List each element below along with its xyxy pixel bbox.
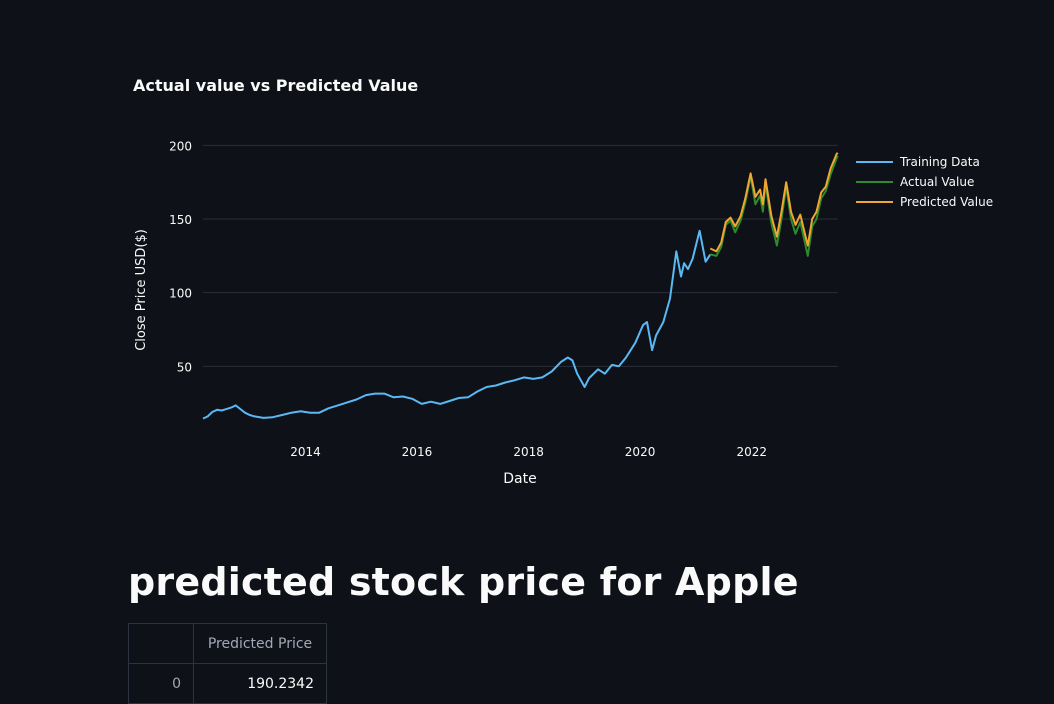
y-tick-label: 100 [169, 287, 192, 301]
y-tick-label: 150 [169, 213, 192, 227]
table-row: 0 190.2342 [128, 663, 327, 704]
column-header-predicted-price[interactable]: Predicted Price [193, 623, 327, 664]
legend-item: Predicted Value [900, 195, 993, 209]
legend-item: Actual Value [900, 175, 974, 189]
x-tick-label: 2018 [513, 445, 544, 459]
y-tick-label: 50 [177, 360, 192, 374]
x-tick-label: 2022 [736, 445, 767, 459]
chart-legend[interactable]: Training Data Actual Value Predicted Value [856, 155, 993, 209]
index-header[interactable] [128, 623, 194, 664]
chart-title: Actual value vs Predicted Value [133, 76, 419, 95]
x-tick-label: 2016 [402, 445, 433, 459]
y-axis-ticks: 50 100 150 200 [169, 139, 192, 374]
y-axis-label: Close Price USD($) [134, 229, 149, 351]
predicted-price-table[interactable]: Predicted Price 0 190.2342 [128, 623, 327, 704]
y-tick-label: 200 [169, 139, 192, 153]
predicted-price-cell[interactable]: 190.2342 [193, 663, 327, 704]
x-tick-label: 2014 [290, 445, 321, 459]
price-chart[interactable]: 50 100 150 200 2014 2016 2018 2020 2022 Date Cl… [0, 0, 1054, 530]
x-axis-ticks: 2014 2016 2018 2020 2022 [290, 445, 767, 459]
section-heading: predicted stock price for Apple [128, 560, 799, 604]
table-header-row: Predicted Price [128, 623, 327, 664]
row-index[interactable]: 0 [128, 663, 194, 704]
legend-item: Training Data [899, 155, 980, 169]
series-line-predicted-value [709, 152, 839, 253]
chart-series [202, 152, 839, 420]
series-line-training-data [202, 229, 712, 420]
series-line-actual-value [710, 155, 839, 257]
chart-gridlines [203, 144, 838, 367]
x-axis-label: Date [503, 471, 536, 487]
x-tick-label: 2020 [625, 445, 656, 459]
